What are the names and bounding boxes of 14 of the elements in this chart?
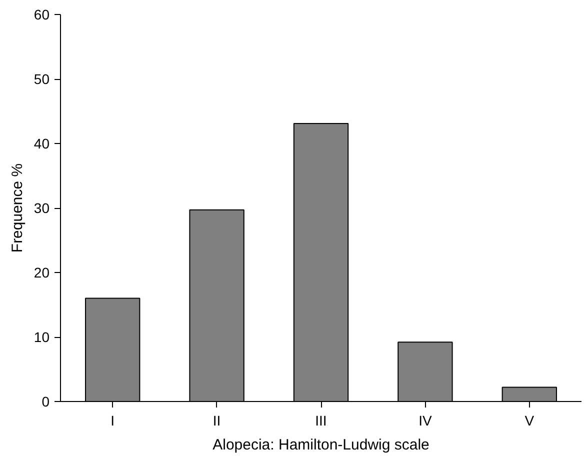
y-tick-label: 0 [42,394,50,410]
x-tick-label: IV [418,412,432,428]
x-axis-title: Alopecia: Hamilton-Ludwig scale [212,436,430,454]
y-tick-label: 30 [34,200,50,216]
x-tick-label: I [110,412,115,428]
x-tick-label: V [524,412,535,428]
y-tick-label: 60 [34,6,50,22]
x-tick-label: II [212,412,221,428]
y-tick-label: 50 [34,71,50,87]
x-tick-label: III [315,412,327,428]
y-tick-label: 20 [34,264,50,280]
y-tick-label: 10 [34,329,50,345]
y-tick-label: 40 [34,136,50,152]
y-axis-title: Frequence % [8,163,26,253]
